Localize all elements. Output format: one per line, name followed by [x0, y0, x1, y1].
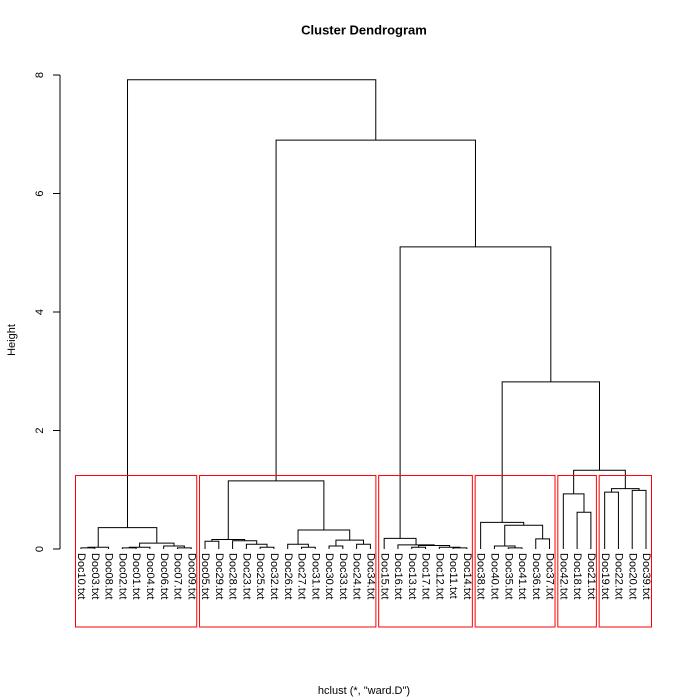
dendrogram-link	[411, 546, 427, 549]
leaf-label: Doc22.txt	[613, 553, 625, 599]
leaf-label: Doc34.txt	[364, 553, 376, 599]
leaf-label: Doc23.txt	[240, 553, 252, 599]
leaf-label: Doc29.txt	[213, 553, 225, 599]
leaf-label: Doc40.txt	[489, 553, 501, 599]
y-axis-label: Height	[6, 324, 18, 356]
leaf-label: Doc27.txt	[296, 553, 308, 599]
dendrogram-link	[631, 489, 647, 549]
leaf-label: Doc19.txt	[599, 553, 611, 599]
leaf-label: Doc33.txt	[337, 553, 349, 599]
dendrogram-link	[121, 547, 137, 549]
dendrogram-link	[300, 546, 316, 549]
chart-title: Cluster Dendrogram	[301, 22, 427, 37]
leaf-label: Doc31.txt	[309, 553, 321, 599]
leaf-label: Doc39.txt	[640, 553, 652, 599]
leaf-label: Doc36.txt	[530, 553, 542, 599]
leaf-label: Doc37.txt	[544, 553, 556, 599]
dendrogram-link	[452, 547, 468, 549]
leaf-label: Doc17.txt	[420, 553, 432, 599]
leaf-label: Doc03.txt	[89, 553, 101, 599]
leaf-label: Doc12.txt	[433, 553, 445, 599]
leaf-label: Doc42.txt	[557, 553, 569, 599]
dendrogram-link	[80, 547, 96, 549]
cluster-rect	[557, 475, 597, 628]
leaf-label: Doc26.txt	[282, 553, 294, 599]
dendrogram-link	[328, 545, 344, 549]
dendrogram-link	[480, 521, 525, 549]
leaf-label: Doc08.txt	[103, 553, 115, 599]
leaf-label: Doc01.txt	[130, 553, 142, 599]
dendrogram-link	[507, 547, 523, 549]
dendrogram-link	[275, 139, 476, 481]
dendrogram-link	[501, 381, 600, 523]
leaf-label: Doc13.txt	[406, 553, 418, 599]
dendrogram-link	[576, 511, 592, 549]
dendrogram-link	[97, 527, 158, 548]
dendrogram-link	[127, 79, 377, 528]
leaf-label: Doc21.txt	[585, 553, 597, 599]
leaf-label: Doc38.txt	[475, 553, 487, 599]
dendrogram-link	[573, 469, 626, 494]
leaf-label: Doc32.txt	[268, 553, 280, 599]
y-tick-label: 0	[34, 546, 46, 552]
dendrogram-link	[287, 543, 309, 549]
leaf-label: Doc05.txt	[199, 553, 211, 599]
leaf-label: Doc35.txt	[502, 553, 514, 599]
dendrogram-link	[245, 543, 268, 549]
leaf-label: Doc06.txt	[158, 553, 170, 599]
dendrogram-link	[204, 540, 220, 549]
leaf-label: Doc18.txt	[571, 553, 583, 599]
leaf-label: Doc14.txt	[461, 553, 473, 599]
leaf-label: Doc15.txt	[378, 553, 390, 599]
y-tick-label: 6	[34, 190, 46, 196]
leaf-label: Doc02.txt	[116, 553, 128, 599]
dendrogram-link	[604, 491, 619, 549]
leaf-label: Doc11.txt	[447, 553, 459, 599]
y-tick-label: 4	[34, 309, 46, 315]
cluster-rect	[598, 475, 652, 628]
leaf-label: Doc30.txt	[323, 553, 335, 599]
dendrogram-link	[176, 547, 192, 549]
cluster-rect	[474, 475, 556, 628]
dendrogram-link	[139, 542, 175, 548]
cluster-rect	[378, 475, 473, 628]
dendrogram-link	[504, 524, 544, 547]
dendrogram-link	[356, 543, 371, 549]
dendrogram-link	[297, 529, 351, 545]
leaf-label: Doc24.txt	[351, 553, 363, 599]
cluster-rect	[75, 475, 198, 628]
cluster-rect	[199, 475, 377, 628]
leaf-label: Doc07.txt	[172, 553, 184, 599]
leaf-label: Doc16.txt	[392, 553, 404, 599]
leaf-label: Doc25.txt	[254, 553, 266, 599]
x-axis-label: hclust (*, "ward.D")	[318, 685, 410, 697]
dendrogram-link	[232, 540, 258, 549]
leaf-label: Doc28.txt	[227, 553, 239, 599]
dendrogram-link	[335, 539, 364, 547]
leaf-label: Doc10.txt	[75, 553, 87, 599]
leaf-label: Doc09.txt	[185, 553, 197, 599]
dendrogram-link	[227, 480, 325, 540]
dendrogram-link	[259, 546, 275, 549]
leaf-label: Doc04.txt	[144, 553, 156, 599]
leaf-label: Doc20.txt	[626, 553, 638, 599]
dendrogram-link	[535, 538, 551, 549]
leaf-label: Doc41.txt	[516, 553, 528, 599]
dendrogram-link	[562, 493, 585, 549]
y-tick-label: 8	[34, 72, 46, 78]
y-tick-label: 2	[34, 427, 46, 433]
